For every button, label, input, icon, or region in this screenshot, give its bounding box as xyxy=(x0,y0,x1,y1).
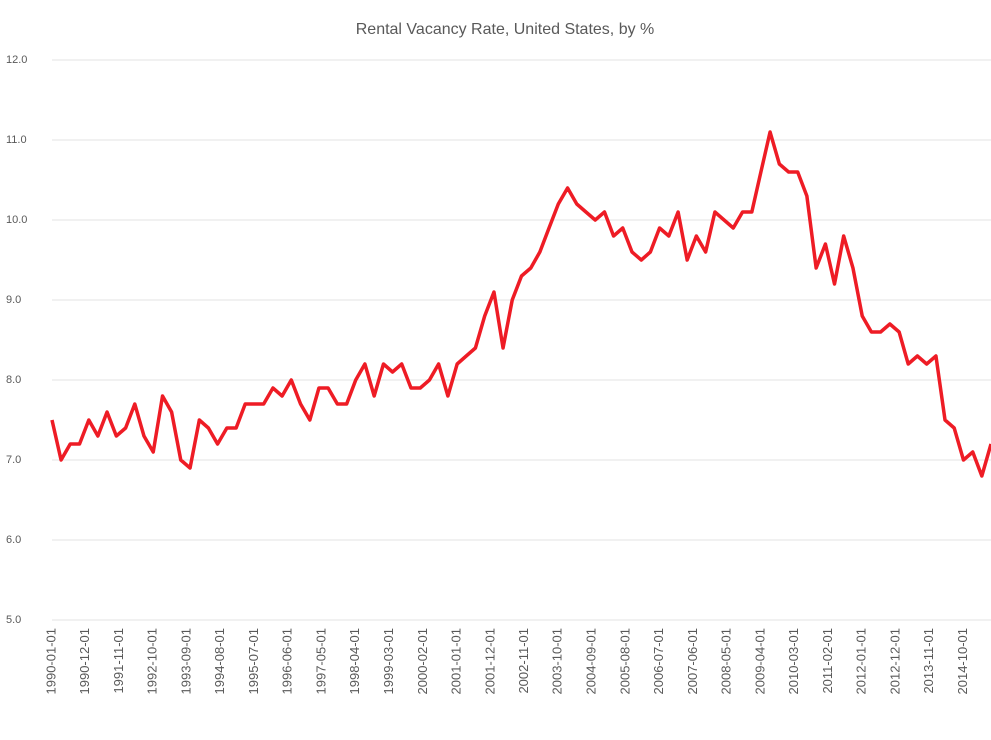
x-tick-label: 2001-12-01 xyxy=(482,628,497,695)
x-tick-label: 2012-12-01 xyxy=(887,628,902,695)
x-tick-label: 1990-01-01 xyxy=(43,628,58,695)
x-tick-label: 2000-02-01 xyxy=(415,628,430,695)
y-tick-label: 10.0 xyxy=(6,214,27,226)
x-tick-label: 2012-01-01 xyxy=(854,628,869,695)
x-tick-label: 1998-04-01 xyxy=(347,628,362,695)
x-tick-label: 2001-01-01 xyxy=(449,628,464,695)
x-tick-label: 1996-06-01 xyxy=(280,628,295,695)
chart-title: Rental Vacancy Rate, United States, by % xyxy=(356,21,655,38)
y-tick-label: 5.0 xyxy=(6,614,21,626)
x-tick-label: 2006-07-01 xyxy=(651,628,666,695)
x-tick-label: 2013-11-01 xyxy=(921,628,936,694)
y-tick-label: 6.0 xyxy=(6,534,21,546)
x-tick-label: 2010-03-01 xyxy=(786,628,801,695)
x-tick-label: 2005-08-01 xyxy=(617,628,632,695)
x-tick-label: 1993-09-01 xyxy=(178,628,193,695)
x-tick-label: 2007-06-01 xyxy=(685,628,700,695)
y-tick-label: 7.0 xyxy=(6,454,21,466)
y-tick-label: 9.0 xyxy=(6,294,21,306)
y-tick-label: 8.0 xyxy=(6,374,21,386)
x-tick-label: 2008-05-01 xyxy=(719,628,734,695)
line-series xyxy=(50,130,991,478)
x-tick-label: 2011-02-01 xyxy=(820,628,835,694)
y-tick-label: 12.0 xyxy=(6,54,27,66)
x-tick-label: 2009-04-01 xyxy=(752,628,767,695)
x-tick-label: 1990-12-01 xyxy=(77,628,92,695)
x-tick-label: 2002-11-01 xyxy=(516,628,531,694)
x-tick-label: 1994-08-01 xyxy=(212,628,227,695)
x-tick-label: 1999-03-01 xyxy=(381,628,396,695)
x-tick-label: 1991-11-01 xyxy=(111,628,126,694)
x-tick-label: 1995-07-01 xyxy=(246,628,261,695)
x-tick-label: 2003-10-01 xyxy=(550,628,565,695)
x-tick-label: 1997-05-01 xyxy=(313,628,328,695)
y-tick-label: 11.0 xyxy=(6,134,27,146)
x-tick-label: 1992-10-01 xyxy=(145,628,160,695)
x-tick-label: 2014-10-01 xyxy=(955,628,970,695)
x-tick-label: 2004-09-01 xyxy=(584,628,599,695)
